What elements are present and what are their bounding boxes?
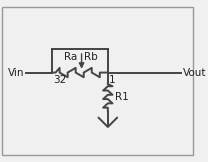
Text: 32: 32 — [53, 75, 67, 85]
Text: 1: 1 — [109, 75, 115, 85]
Text: Vout: Vout — [183, 68, 206, 78]
Text: Vin: Vin — [8, 68, 24, 78]
Text: Ra: Ra — [64, 52, 77, 62]
Text: R1: R1 — [115, 92, 129, 102]
Text: Rb: Rb — [84, 52, 98, 62]
